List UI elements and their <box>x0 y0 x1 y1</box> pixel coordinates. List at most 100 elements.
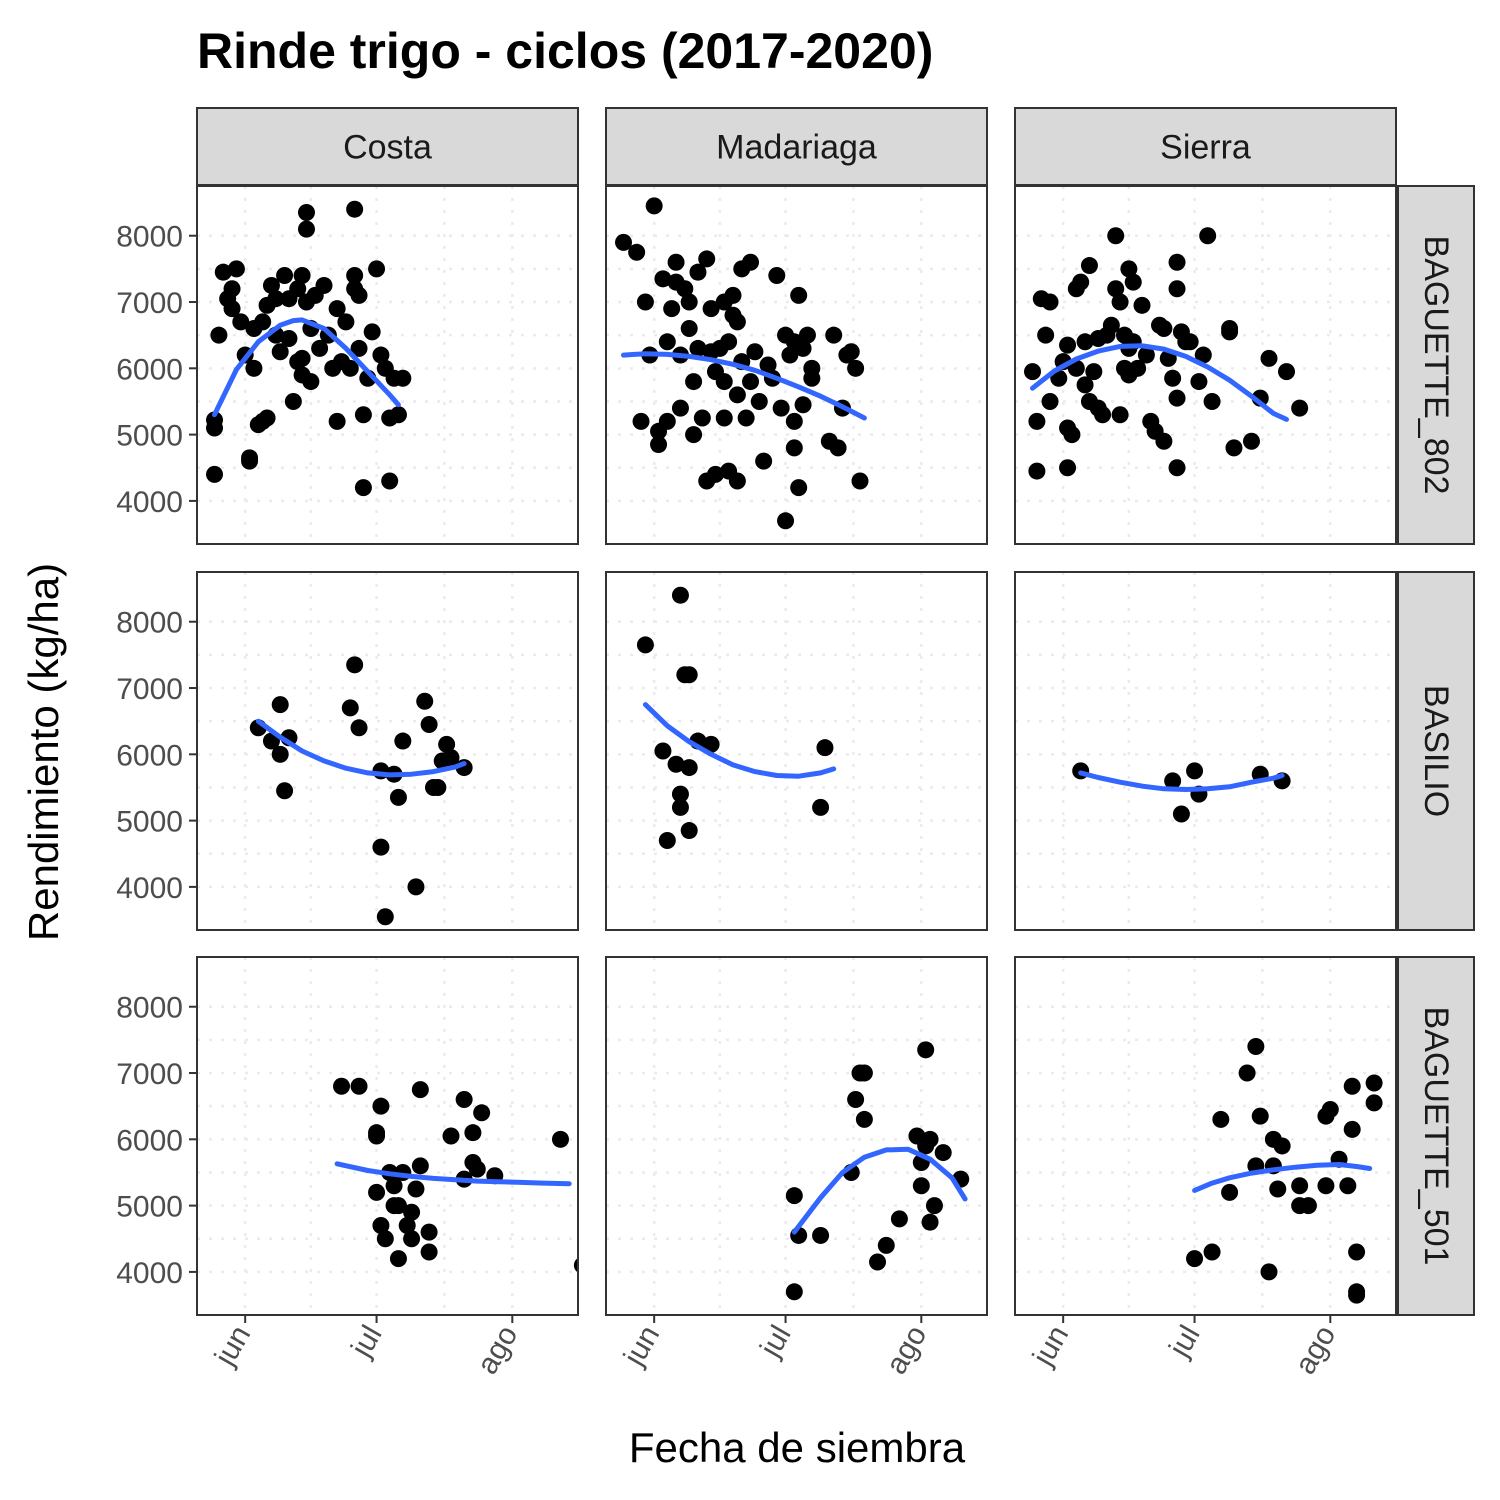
data-point <box>1225 439 1243 457</box>
data-point <box>742 253 760 271</box>
data-point <box>794 396 812 414</box>
data-point <box>223 300 241 318</box>
data-point <box>1212 1110 1230 1128</box>
y-tick-label: 6000 <box>116 739 183 772</box>
data-point <box>411 1081 429 1099</box>
data-point <box>1133 296 1151 314</box>
data-point <box>429 778 447 796</box>
data-point <box>750 392 768 410</box>
panel-baguette-802-sierra <box>1014 185 1397 545</box>
data-point <box>1028 412 1046 430</box>
data-point <box>1365 1074 1383 1092</box>
data-point <box>1172 805 1190 823</box>
data-point <box>1194 346 1212 364</box>
data-point <box>394 369 412 387</box>
panel-border <box>1014 571 1397 931</box>
data-point <box>1080 257 1098 275</box>
data-point <box>680 822 698 840</box>
data-point <box>372 346 390 364</box>
data-point <box>1041 293 1059 311</box>
panel-border <box>605 185 988 545</box>
data-point <box>389 1197 407 1215</box>
x-tick-label: jul <box>754 1320 798 1363</box>
data-point <box>1111 293 1129 311</box>
data-point <box>376 1230 394 1248</box>
x-tick-label: ago <box>471 1320 525 1380</box>
data-point <box>403 1203 421 1221</box>
panel-baguette-501-costa <box>196 956 579 1316</box>
data-point <box>389 1250 407 1268</box>
data-point <box>693 409 711 427</box>
data-point <box>1059 336 1077 354</box>
data-point <box>223 280 241 298</box>
data-point <box>842 343 860 361</box>
data-point <box>1028 462 1046 480</box>
panel-background <box>197 572 578 930</box>
data-point <box>632 412 650 430</box>
data-point <box>267 290 285 308</box>
data-point <box>812 1226 830 1244</box>
data-point <box>214 263 232 281</box>
data-point <box>1085 363 1103 381</box>
strip-sierra <box>1014 107 1397 186</box>
data-point <box>798 326 816 344</box>
data-point <box>1343 1077 1361 1095</box>
data-point <box>573 1257 578 1273</box>
data-point <box>1339 1177 1357 1195</box>
data-point <box>794 339 812 357</box>
y-tick-label: 7000 <box>116 1058 183 1091</box>
data-point <box>1024 363 1042 381</box>
data-point <box>372 838 390 856</box>
data-point <box>1164 772 1182 790</box>
strip-label-baguette-501: BAGUETTE_501 <box>1417 1007 1455 1266</box>
data-point <box>728 386 746 404</box>
data-point <box>271 745 289 763</box>
facet-grid: Costa Madariaga Sierra BAGUETTE_802 BASILIO B… <box>116 107 1475 1380</box>
data-point <box>851 472 869 490</box>
data-point <box>1063 426 1081 444</box>
panel-baguette-802-madariaga <box>605 185 988 545</box>
smooth-line <box>255 718 467 778</box>
data-point <box>869 1253 887 1271</box>
strip-label-basilio: BASILIO <box>1417 685 1455 817</box>
data-point <box>1203 392 1221 410</box>
data-point <box>685 426 703 444</box>
data-point <box>311 339 329 357</box>
data-point <box>737 409 755 427</box>
data-point <box>785 1187 803 1205</box>
x-tick-label: jul <box>345 1320 389 1363</box>
data-point <box>280 329 298 347</box>
data-point <box>1037 326 1055 344</box>
data-point <box>1129 359 1147 377</box>
panel-data <box>249 656 473 926</box>
data-point <box>1155 320 1173 338</box>
data-point <box>551 1130 569 1148</box>
data-point <box>333 1077 351 1095</box>
data-point <box>420 1223 438 1241</box>
data-point <box>1343 1120 1361 1138</box>
smooth-line <box>1030 343 1289 422</box>
data-point <box>680 759 698 777</box>
data-point <box>654 270 672 288</box>
data-point <box>790 286 808 304</box>
data-point <box>1168 280 1186 298</box>
smooth-line <box>1078 770 1285 792</box>
strip-basilio <box>1397 571 1475 931</box>
data-point <box>350 719 368 737</box>
data-point <box>671 399 689 417</box>
data-point <box>302 373 320 391</box>
panel-border <box>196 571 579 931</box>
data-point <box>1168 253 1186 271</box>
panel-data <box>615 197 869 530</box>
data-point <box>1186 762 1204 780</box>
panel-data <box>1024 227 1309 480</box>
data-point <box>1251 1107 1269 1125</box>
panel-data <box>636 586 837 849</box>
data-point <box>1107 227 1125 245</box>
data-point <box>1291 399 1309 417</box>
data-point <box>658 412 676 430</box>
panel-basilio-costa <box>196 571 579 931</box>
data-point <box>262 276 280 294</box>
data-point <box>1072 273 1090 291</box>
